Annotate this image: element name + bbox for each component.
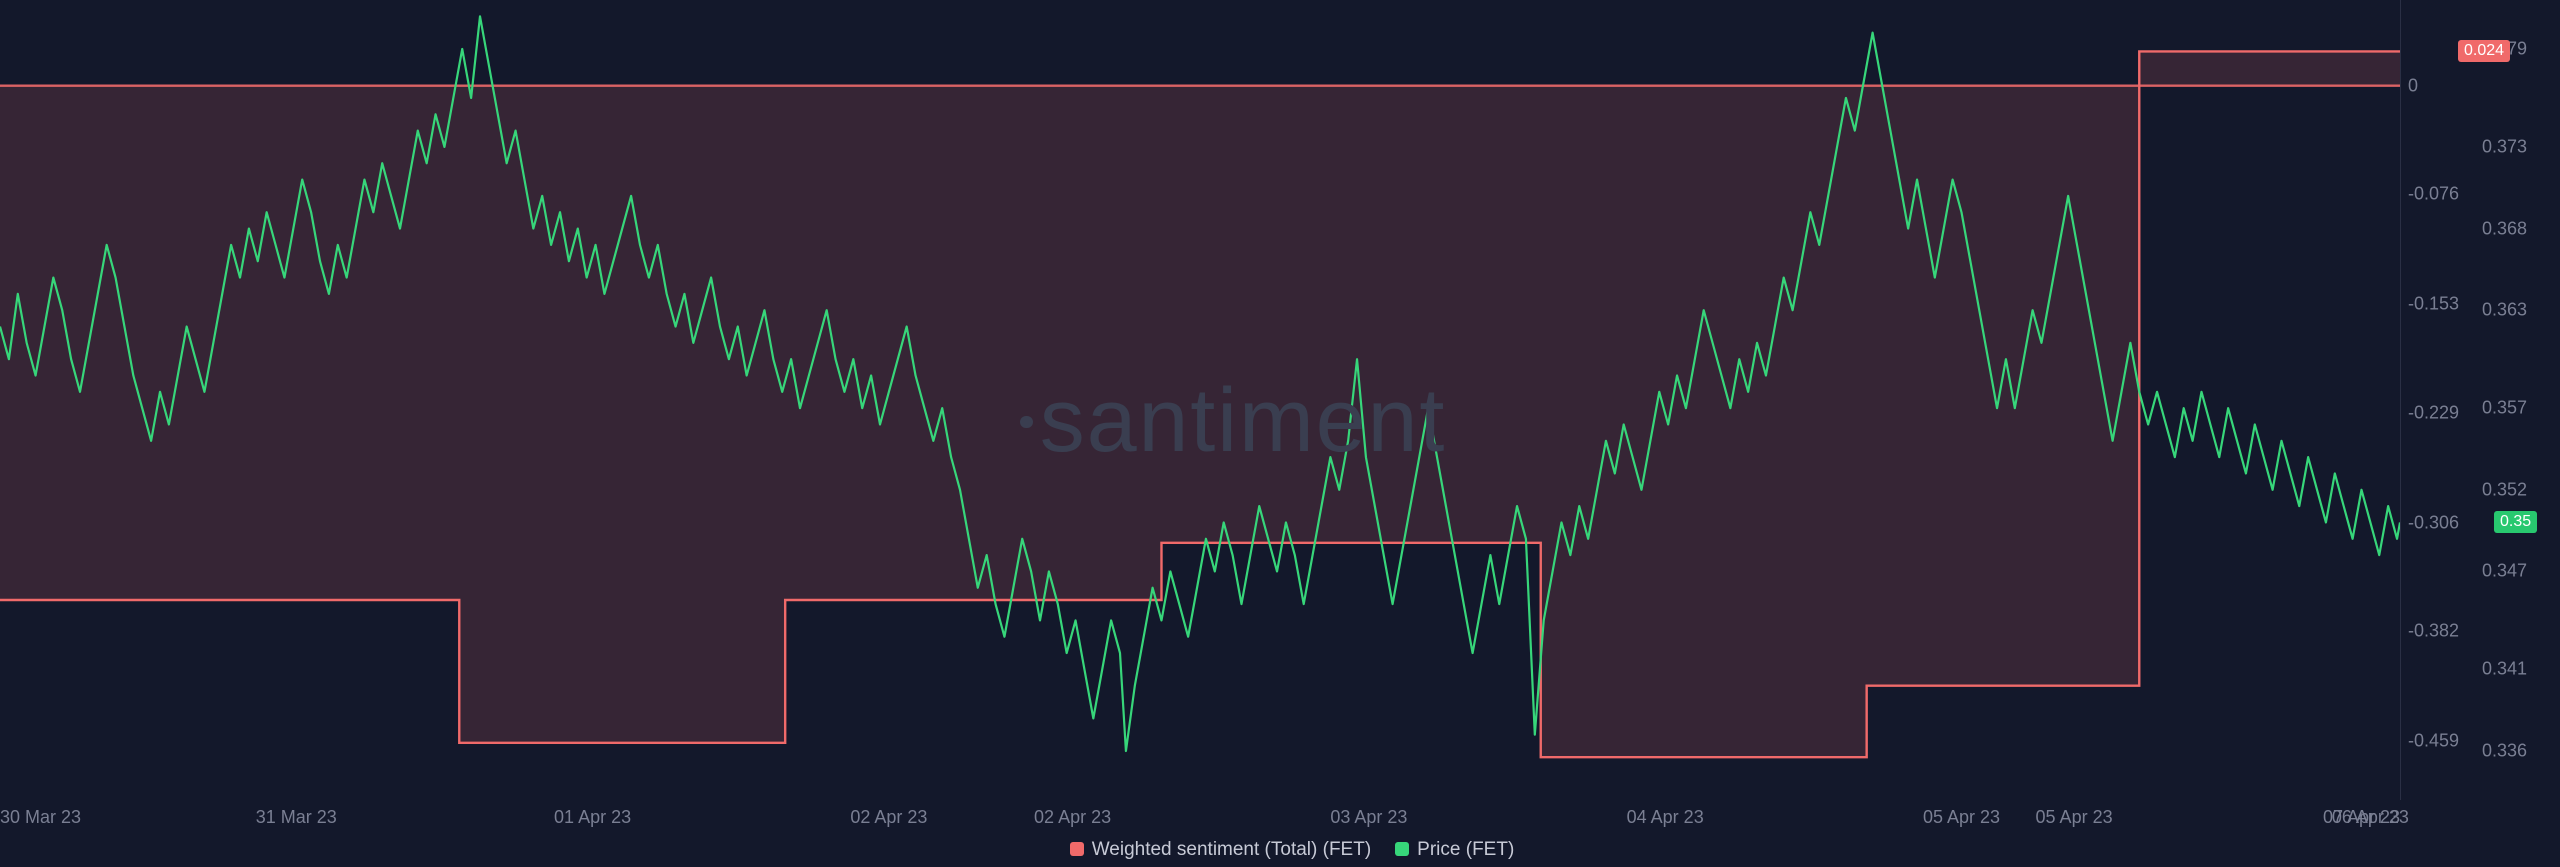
- sentiment-tick-label: -0.076: [2408, 184, 2459, 205]
- sentiment-tick-label: 0: [2408, 75, 2418, 96]
- x-axis-labels: 30 Mar 23 31 Mar 23 01 Apr 23 02 Apr 23 02 A…: [0, 807, 2560, 831]
- legend-swatch: [1395, 842, 1409, 856]
- price-tick-label: 0.368: [2482, 218, 2527, 239]
- price-tick-label: 0.363: [2482, 300, 2527, 321]
- sentiment-current-badge: 0.024: [2458, 40, 2510, 62]
- price-tick-label: 0.357: [2482, 398, 2527, 419]
- sentiment-tick-label: -0.459: [2408, 731, 2459, 752]
- legend-label: Weighted sentiment (Total) (FET): [1092, 839, 1371, 860]
- price-tick-label: 0.373: [2482, 136, 2527, 157]
- x-tick-label: 04 Apr 23: [1627, 807, 1704, 828]
- x-tick-label: 01 Apr 23: [554, 807, 631, 828]
- x-tick-label: 31 Mar 23: [256, 807, 337, 828]
- chart-svg[interactable]: [0, 0, 2560, 867]
- sentiment-axis-labels: 0 -0.076 -0.153 -0.229 -0.306 -0.382 -0.459: [2408, 0, 2468, 867]
- price-tick-label: 0.336: [2482, 741, 2527, 762]
- sentiment-tick-label: -0.153: [2408, 294, 2459, 315]
- price-axis-labels: 0.3790.3730.3680.3630.3570.3520.3470.341…: [2482, 0, 2542, 867]
- x-tick-label: 05 Apr 23: [1923, 807, 2000, 828]
- sentiment-tick-label: -0.382: [2408, 621, 2459, 642]
- x-tick-label: 02 Apr 23: [850, 807, 927, 828]
- x-tick-label: 05 Apr 23: [2036, 807, 2113, 828]
- x-tick-label: 02 Apr 23: [1034, 807, 1111, 828]
- chart-container: santiment 30 Mar 2331 Mar 2301 Apr 2302 …: [0, 0, 2560, 867]
- x-tick-label: 07 Apr 23: [2323, 807, 2400, 828]
- sentiment-tick-label: -0.229: [2408, 402, 2459, 423]
- sentiment-area: [0, 51, 2400, 757]
- price-current-badge: 0.35: [2494, 511, 2537, 533]
- legend-swatch: [1070, 842, 1084, 856]
- price-tick-label: 0.341: [2482, 659, 2527, 680]
- x-tick-label: 30 Mar 23: [0, 807, 81, 828]
- legend-label: Price (FET): [1417, 839, 1514, 860]
- sentiment-tick-label: -0.306: [2408, 512, 2459, 533]
- legend: Weighted sentiment (Total) (FET) Price (F…: [0, 839, 2560, 861]
- price-tick-label: 0.352: [2482, 479, 2527, 500]
- price-tick-label: 0.347: [2482, 561, 2527, 582]
- x-tick-label: 03 Apr 23: [1330, 807, 1407, 828]
